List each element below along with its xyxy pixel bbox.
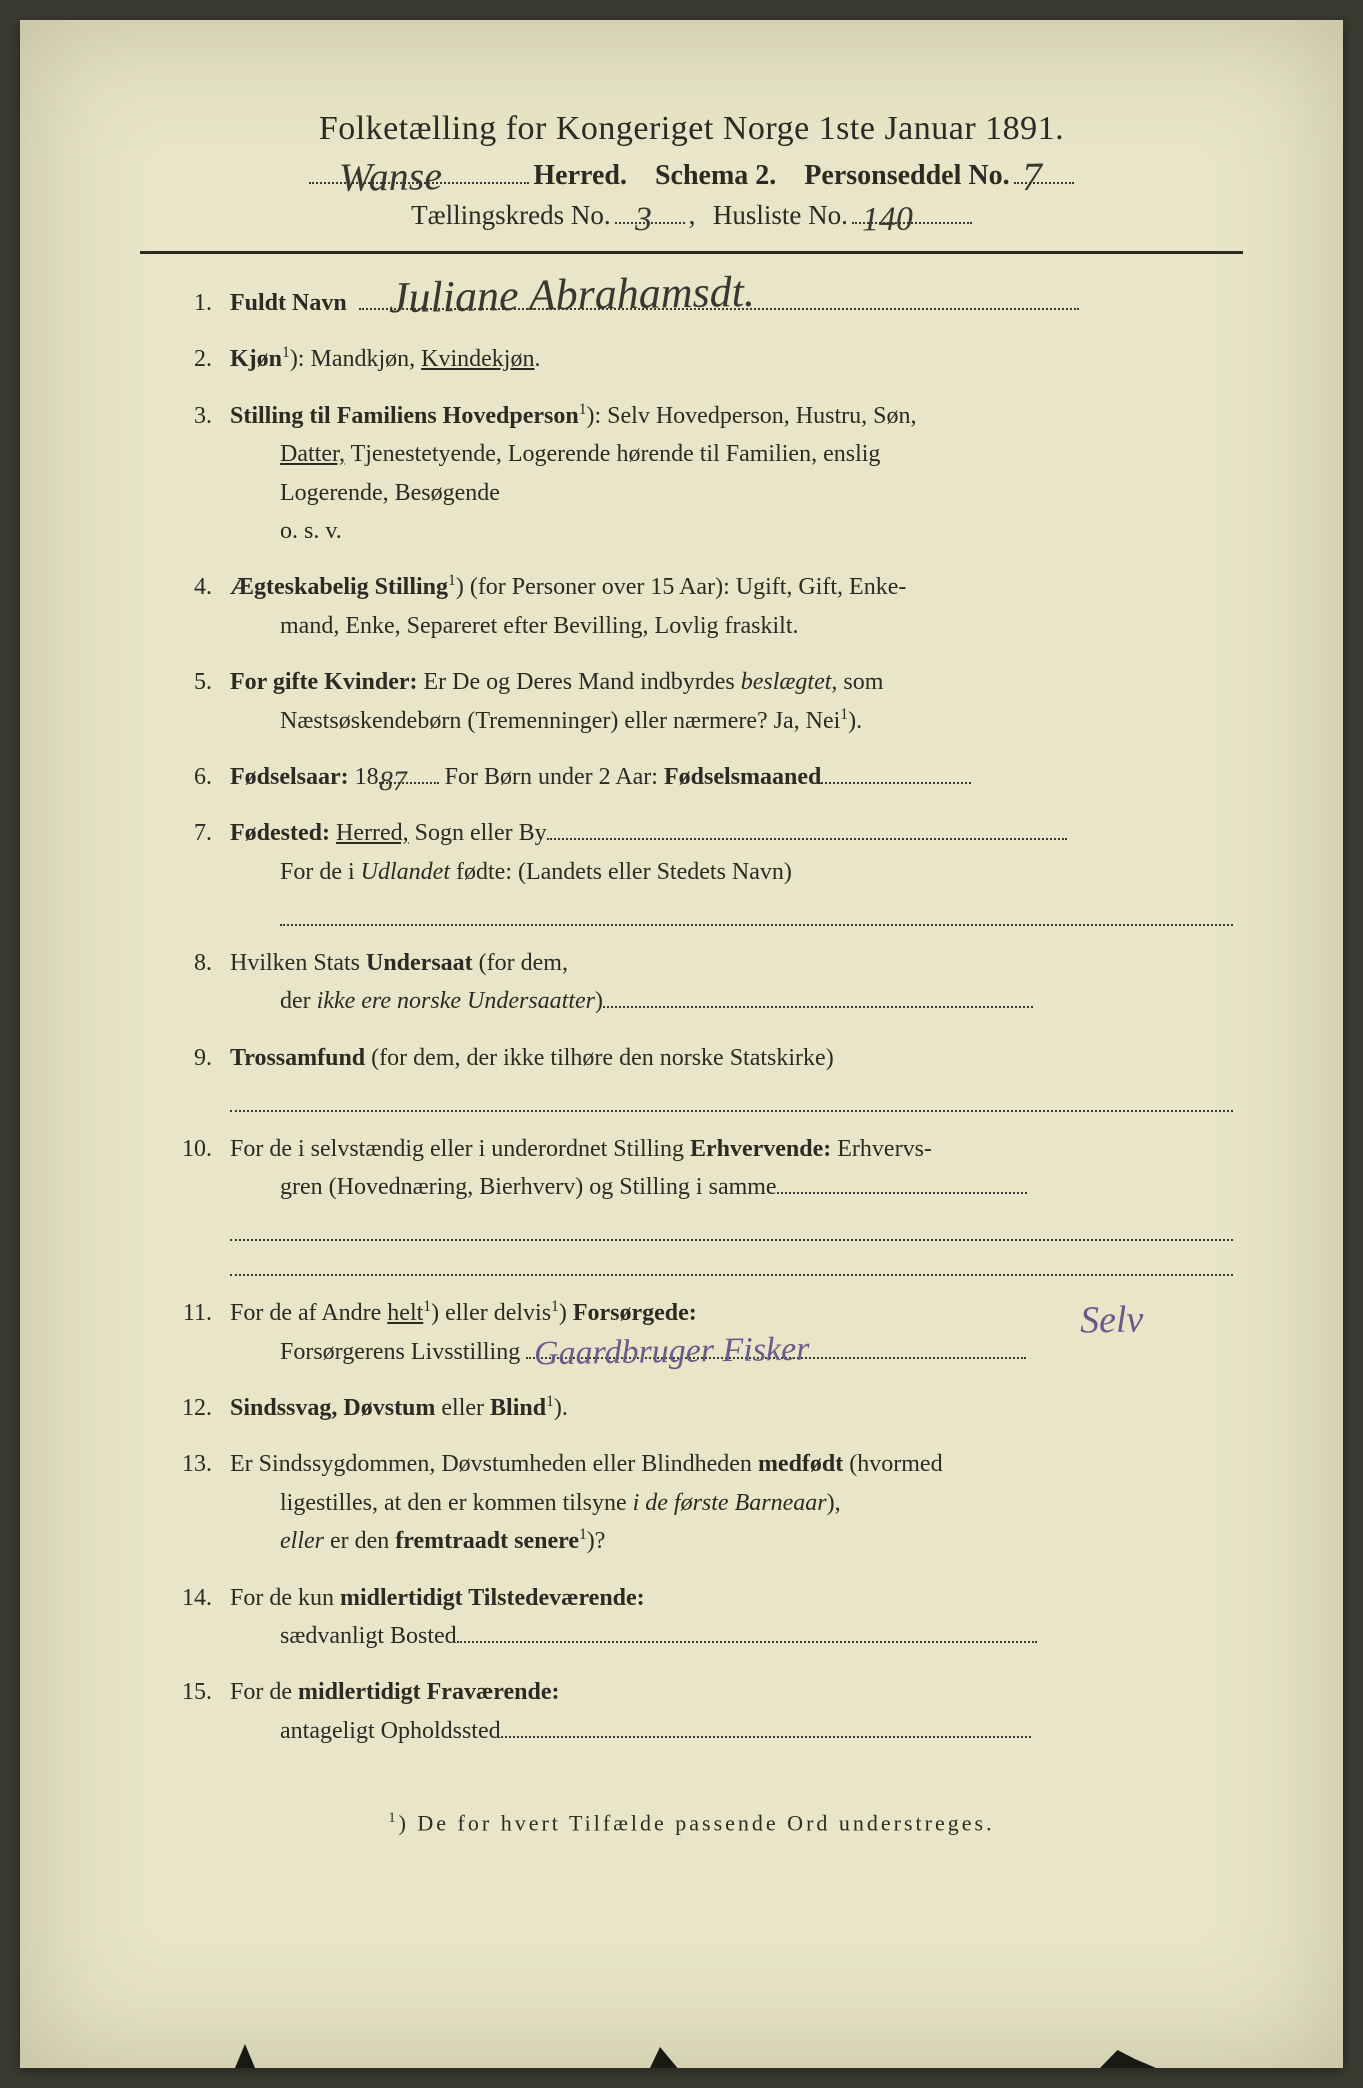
herred-handwritten: Wanse — [339, 152, 443, 201]
datter-underlined: Datter, — [280, 441, 345, 467]
entry-15: 15. For de midlertidigt Fraværende: anta… — [170, 1673, 1233, 1750]
entry-8: 8. Hvilken Stats Undersaat (for dem, der… — [170, 944, 1233, 1021]
kreds-handwritten: 3 — [634, 201, 652, 239]
page-tear-icon — [220, 2038, 270, 2068]
entry-11: 11. For de af Andre helt1) eller delvis1… — [170, 1294, 1233, 1371]
husliste-handwritten: 140 — [862, 201, 914, 240]
header-line-2: Wanse Herred. Schema 2. Personseddel No.… — [140, 160, 1243, 192]
census-form-page: Folketælling for Kongeriget Norge 1ste J… — [20, 20, 1343, 2068]
entry-5: 5. For gifte Kvinder: Er De og Deres Man… — [170, 663, 1233, 740]
herred-underlined: Herred, — [336, 820, 409, 846]
personseddel-handwritten: 7 — [1021, 153, 1042, 200]
entry-7: 7. Fødested: Herred, Sogn eller By For d… — [170, 814, 1233, 926]
husliste-label: Husliste No. — [713, 200, 848, 231]
entry-1: 1. Fuldt Navn Juliane Abrahamsdt. — [170, 284, 1233, 322]
personseddel-label: Personseddel No. — [804, 160, 1009, 192]
entry-12: 12. Sindssvag, Døvstum eller Blind1). — [170, 1389, 1233, 1427]
entry-2: 2. Kjøn1): Mandkjøn, Kvindekjøn. — [170, 340, 1233, 378]
footnote: 1) De for hvert Tilfælde passende Ord un… — [140, 1810, 1243, 1836]
form-header: Folketælling for Kongeriget Norge 1ste J… — [140, 110, 1243, 231]
page-tear-icon — [1093, 2038, 1163, 2068]
entry-10: 10. For de i selvstændig eller i underor… — [170, 1130, 1233, 1276]
fuldt-navn-label: Fuldt Navn — [230, 290, 347, 316]
header-divider — [140, 251, 1243, 254]
schema-label: Schema 2. — [655, 160, 776, 192]
kreds-label: Tællingskreds No. — [411, 200, 611, 231]
entry-4: 4. Ægteskabelig Stilling1) (for Personer… — [170, 568, 1233, 645]
entry-13: 13. Er Sindssygdommen, Døvstumheden elle… — [170, 1445, 1233, 1560]
header-line-3: Tællingskreds No. 3 , Husliste No. 140 — [140, 200, 1243, 231]
page-tear-icon — [640, 2038, 690, 2068]
birthyear-handwritten: 87 — [378, 759, 407, 804]
entry-14: 14. For de kun midlertidigt Tilstedevære… — [170, 1579, 1233, 1656]
livsstilling-handwritten: Gaardbruger Fisker — [534, 1322, 810, 1381]
form-body: 1. Fuldt Navn Juliane Abrahamsdt. 2. Kjø… — [140, 284, 1243, 1750]
herred-label: Herred. — [533, 160, 627, 192]
entry-9: 9. Trossamfund (for dem, der ikke tilhør… — [170, 1039, 1233, 1112]
entry-6: 6. Fødselsaar: 18 87 For Børn under 2 Aa… — [170, 758, 1233, 796]
kvindekjon-underlined: Kvindekjøn — [421, 346, 534, 372]
form-title: Folketælling for Kongeriget Norge 1ste J… — [140, 110, 1243, 148]
entry-3: 3. Stilling til Familiens Hovedperson1):… — [170, 397, 1233, 551]
name-handwritten: Juliane Abrahamsdt. — [388, 257, 755, 334]
